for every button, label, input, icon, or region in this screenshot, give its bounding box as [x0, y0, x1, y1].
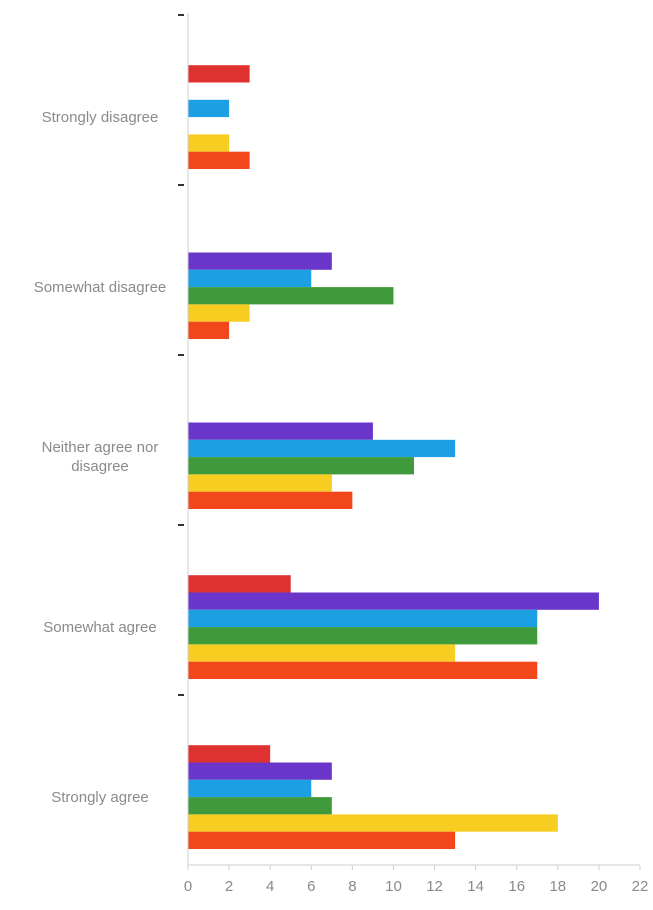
bar-neither-agree-nor-disagree-series-5	[188, 474, 332, 492]
x-tick-label: 0	[184, 878, 192, 895]
bar-somewhat-disagree-series-5	[188, 304, 250, 322]
bar-somewhat-disagree-series-3	[188, 269, 312, 288]
bar-somewhat-agree-series-6	[188, 661, 538, 679]
bar-somewhat-agree-series-5	[188, 644, 456, 662]
bar-neither-agree-nor-disagree-series-3	[188, 439, 456, 458]
x-tick-label: 10	[385, 878, 402, 895]
bar-strongly-agree-series-1	[188, 745, 271, 763]
axes	[178, 13, 640, 866]
bar-somewhat-agree-series-1	[188, 575, 291, 593]
category-label-somewhat-agree: Somewhat agree	[43, 618, 157, 636]
bar-strongly-agree-series-6	[188, 831, 456, 849]
bar-strongly-agree-series-3	[188, 779, 312, 798]
x-tick-label: 18	[549, 878, 566, 895]
bar-strongly-disagree-series-1	[188, 65, 250, 83]
x-tick-label: 8	[348, 878, 356, 895]
bar-strongly-disagree-series-3	[188, 99, 230, 118]
x-tick-label: 12	[426, 878, 443, 895]
x-tick-label: 4	[266, 878, 274, 895]
bars-layer	[188, 65, 599, 849]
bar-strongly-agree-series-5	[188, 814, 558, 832]
x-tick-label: 6	[307, 878, 315, 895]
bar-neither-agree-nor-disagree-series-2	[188, 422, 373, 440]
x-tick-label: 16	[508, 878, 525, 895]
bar-somewhat-disagree-series-2	[188, 252, 332, 270]
bar-neither-agree-nor-disagree-series-4	[188, 457, 414, 475]
bar-neither-agree-nor-disagree-series-6	[188, 491, 353, 509]
bar-somewhat-agree-series-2	[188, 592, 599, 610]
bar-strongly-disagree-series-5	[188, 134, 230, 152]
x-tick-label: 2	[225, 878, 233, 895]
bar-strongly-disagree-series-6	[188, 151, 250, 169]
category-label-strongly-agree: Strongly agree	[51, 788, 149, 806]
category-label-somewhat-disagree: Somewhat disagree	[33, 278, 167, 296]
bar-somewhat-disagree-series-4	[188, 287, 394, 305]
x-axis-ticks: 0 2 4 6 8 10 12 14 16 18 20 22	[184, 865, 649, 895]
bar-somewhat-disagree-series-6	[188, 321, 230, 339]
bar-somewhat-agree-series-4	[188, 627, 538, 645]
x-tick-label: 22	[632, 878, 649, 895]
x-tick-label: 20	[591, 878, 608, 895]
bar-strongly-agree-series-2	[188, 762, 332, 780]
bar-strongly-agree-series-4	[188, 797, 332, 815]
category-label-neither-agree-nor-disagree: Neither agree nor disagree	[41, 439, 159, 476]
bar-somewhat-agree-series-3	[188, 609, 538, 628]
x-tick-label: 14	[467, 878, 484, 895]
category-label-strongly-disagree: Strongly disagree	[41, 108, 159, 126]
